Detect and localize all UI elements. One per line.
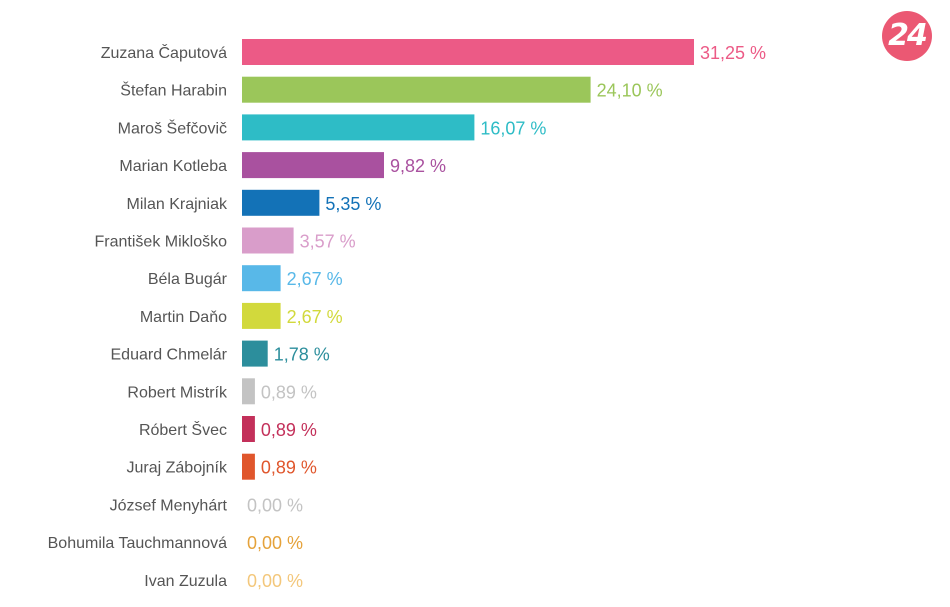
bar-row: Zuzana Čaputová 31,25 % — [101, 39, 766, 65]
bar-row: Bohumila Tauchmannová 0,00 % — [48, 533, 303, 553]
category-label: Béla Bugár — [148, 271, 228, 288]
bar-row: József Menyhárt 0,00 % — [110, 495, 303, 515]
bar — [242, 340, 268, 367]
value-label: 0,89 % — [261, 458, 317, 478]
bar — [242, 39, 694, 65]
category-label: Zuzana Čaputová — [101, 43, 227, 62]
bar-row: František Mikloško 3,57 % — [95, 227, 356, 254]
category-label: Robert Mistrík — [127, 384, 228, 401]
bar — [242, 189, 320, 216]
value-label: 2,67 % — [287, 269, 343, 289]
value-label: 0,00 % — [247, 571, 303, 591]
value-label: 24,10 % — [597, 81, 663, 101]
value-label: 0,00 % — [247, 495, 303, 515]
bar — [242, 302, 281, 329]
bar-row: Maroš Šefčovič 16,07 % — [118, 114, 546, 141]
category-label: Eduard Chmelár — [111, 347, 228, 364]
value-label: 31,25 % — [700, 43, 766, 63]
bar-row: Martin Daňo 2,67 % — [140, 302, 343, 329]
bar-row: Milan Krajniak 5,35 % — [127, 189, 381, 216]
category-label: Juraj Zábojník — [127, 460, 228, 477]
bar — [242, 114, 475, 141]
category-label: Štefan Harabin — [120, 81, 227, 100]
category-label: Milan Krajniak — [127, 196, 228, 213]
value-label: 0,00 % — [247, 533, 303, 553]
bar — [242, 265, 281, 292]
category-label: Ivan Zuzula — [144, 573, 227, 590]
value-label: 0,89 % — [261, 420, 317, 440]
category-label: Róbert Švec — [139, 420, 227, 439]
bar — [242, 378, 255, 405]
bar — [242, 227, 294, 254]
bar — [242, 453, 255, 480]
bar-row: Ivan Zuzula 0,00 % — [144, 571, 303, 591]
category-label: Marian Kotleba — [119, 158, 227, 175]
bar-row: Béla Bugár 2,67 % — [148, 265, 343, 292]
logo-24-badge: 24 — [882, 11, 932, 61]
value-label: 2,67 % — [287, 307, 343, 327]
bar-row: Róbert Švec 0,89 % — [139, 416, 317, 442]
category-label: Martin Daňo — [140, 309, 227, 326]
bar-row: Marian Kotleba 9,82 % — [119, 152, 446, 179]
category-label: József Menyhárt — [110, 497, 228, 514]
value-label: 0,89 % — [261, 382, 317, 402]
bar-row: Štefan Harabin 24,10 % — [120, 76, 663, 103]
value-label: 5,35 % — [325, 194, 381, 214]
bar-row: Eduard Chmelár 1,78 % — [111, 340, 330, 367]
value-label: 16,07 % — [480, 118, 546, 138]
bar-row: Robert Mistrík 0,89 % — [127, 378, 317, 405]
value-label: 9,82 % — [390, 156, 446, 176]
bar — [242, 76, 591, 103]
value-label: 1,78 % — [274, 345, 330, 365]
category-label: František Mikloško — [95, 234, 228, 251]
category-label: Maroš Šefčovič — [118, 118, 227, 137]
value-label: 3,57 % — [300, 232, 356, 252]
bar-row: Juraj Zábojník 0,89 % — [127, 453, 317, 480]
bar — [242, 152, 384, 179]
bar — [242, 416, 255, 442]
category-label: Bohumila Tauchmannová — [48, 535, 227, 552]
